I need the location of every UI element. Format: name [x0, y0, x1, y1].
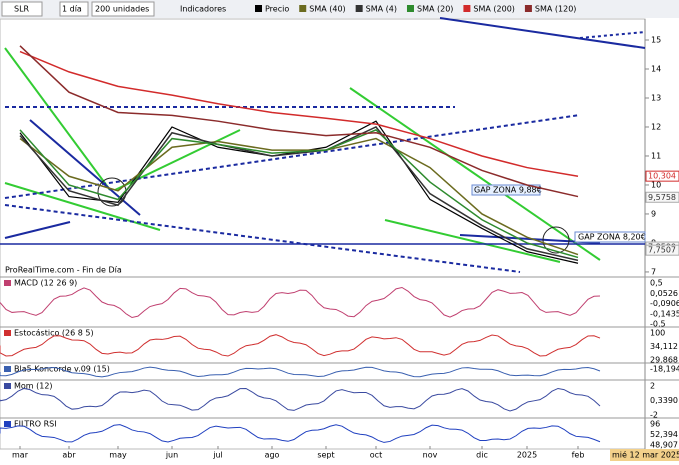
price-label: 10,304	[648, 172, 676, 181]
y-tick-label: 15	[651, 36, 661, 45]
price-label-box	[645, 191, 679, 203]
circle-marker	[542, 226, 570, 254]
series-line	[19, 45, 579, 198]
x-tick-label: jul	[212, 451, 223, 460]
legend-swatch	[524, 5, 532, 12]
panel-title: FILTRO RSI	[14, 420, 57, 429]
x-tick-label: jun	[165, 451, 178, 460]
panel-axis-label: 34,112	[650, 342, 678, 351]
legend-label[interactable]: SMA (4)	[366, 5, 397, 14]
y-tick-label: 14	[651, 64, 661, 73]
plot-area	[0, 18, 646, 450]
units[interactable]: 200 unidades	[95, 5, 149, 14]
y-tick-label: 12	[651, 122, 661, 131]
panel-axis-label: -2	[650, 411, 658, 420]
panel-title: Estocástico (26 8 5)	[14, 329, 94, 338]
annotation: GAP ZONA 9,88€	[474, 186, 542, 195]
panel-axis-label: 29,868	[650, 356, 678, 365]
gap-box	[471, 184, 541, 196]
panel-icon	[4, 280, 11, 286]
series-line	[19, 50, 579, 178]
trend-lines	[0, 17, 646, 273]
panel-axis-label: -0,5	[650, 320, 666, 329]
x-tick-label: dic	[476, 451, 488, 460]
period-box[interactable]	[59, 1, 89, 17]
panel-title: MACD (12 26 9)	[14, 279, 77, 288]
symbol-box[interactable]	[1, 1, 43, 17]
y-tick-label: 13	[651, 93, 661, 102]
y-tick-label: 10	[651, 180, 661, 189]
legend-label[interactable]: SMA (40)	[309, 5, 345, 14]
annotation: GAP ZONA 8,20€	[578, 233, 646, 242]
date: mié 12 mar 2025	[612, 450, 679, 460]
indicator-line	[0, 366, 601, 378]
indicator-line	[0, 424, 601, 443]
x-tick-label: ago	[265, 451, 280, 460]
panel-axis-label: 52,394	[650, 430, 678, 439]
panel-axis-label: -0,1435	[650, 309, 679, 318]
indicators[interactable]: Indicadores	[180, 5, 226, 14]
panel-axis-label: -18,194	[650, 365, 679, 374]
legend-label[interactable]: SMA (20)	[417, 5, 453, 14]
panel-icon	[4, 366, 11, 372]
legend-swatch	[299, 5, 307, 12]
y-tick-label: 7	[651, 267, 656, 276]
date-box	[610, 449, 679, 461]
y-tick-label: 11	[651, 151, 661, 160]
panel-axis-label: 0,0526	[650, 289, 678, 298]
symbol[interactable]: SLR	[14, 5, 30, 14]
legend-swatch	[406, 5, 414, 12]
footer: ProRealTime.com - Fin de Día	[5, 266, 122, 275]
legend-swatch	[255, 5, 262, 12]
legend-swatch	[355, 5, 363, 12]
indicator-line	[0, 286, 601, 319]
panel-axis-label: 96	[650, 420, 660, 429]
x-tick-label: oct	[370, 451, 382, 460]
legend-swatch	[463, 5, 471, 12]
units-box[interactable]	[91, 1, 155, 17]
x-tick-label: may	[109, 451, 127, 460]
gap-box	[574, 231, 646, 243]
x-tick-label: feb	[572, 451, 585, 460]
toolbar	[0, 0, 679, 18]
series-line	[19, 137, 579, 256]
price-label-box	[645, 170, 679, 182]
panel-title: Mom (12)	[14, 382, 53, 391]
price-label-box	[645, 244, 679, 256]
x-tick-label: sept	[317, 451, 334, 460]
x-tick-label: nov	[423, 451, 438, 460]
y-tick-label: 9	[651, 209, 656, 218]
legend-label[interactable]: Precio	[265, 5, 289, 14]
panel-axis-label: 2	[650, 382, 655, 391]
panel-axis-label: -0,0906	[650, 299, 679, 308]
panel-icon	[4, 330, 11, 336]
panel-axis-label: 0,5	[650, 279, 663, 288]
price-label: 9,5758	[648, 193, 676, 202]
panel-icon	[4, 383, 11, 389]
panel-icon	[4, 421, 11, 427]
x-tick-label: mar	[12, 451, 29, 460]
indicator-line	[0, 334, 601, 357]
legend-label[interactable]: SMA (200)	[473, 5, 515, 14]
panel-axis-label: 0,3390	[650, 396, 678, 405]
series-line	[19, 129, 579, 259]
x-tick-label: 2025	[517, 451, 537, 460]
price-label: 7,7507	[648, 246, 676, 255]
series-line	[19, 126, 579, 262]
period[interactable]: 1 día	[62, 5, 82, 14]
panel-axis-label: 100	[650, 329, 665, 338]
legend-label[interactable]: SMA (120)	[535, 5, 577, 14]
x-tick-label: abr	[62, 451, 76, 460]
indicator-line	[0, 387, 601, 412]
panel-axis-label: 48,907	[650, 441, 678, 450]
